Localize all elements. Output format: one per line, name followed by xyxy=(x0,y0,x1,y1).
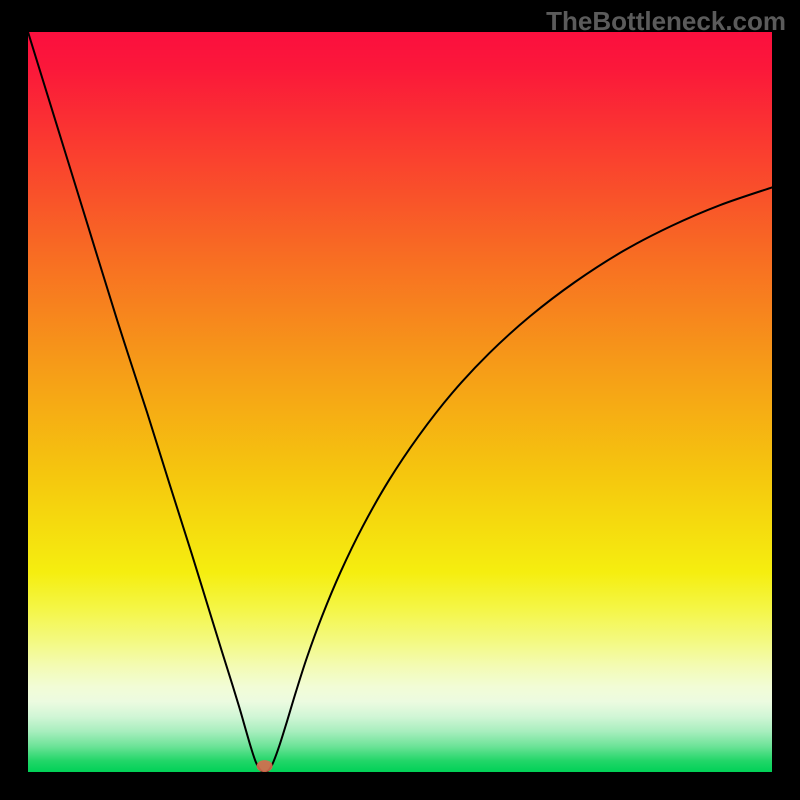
plot-area xyxy=(28,32,772,772)
chart-container: TheBottleneck.com xyxy=(0,0,800,800)
plot-svg xyxy=(28,32,772,772)
minimum-marker xyxy=(257,760,273,772)
gradient-background xyxy=(28,32,772,772)
